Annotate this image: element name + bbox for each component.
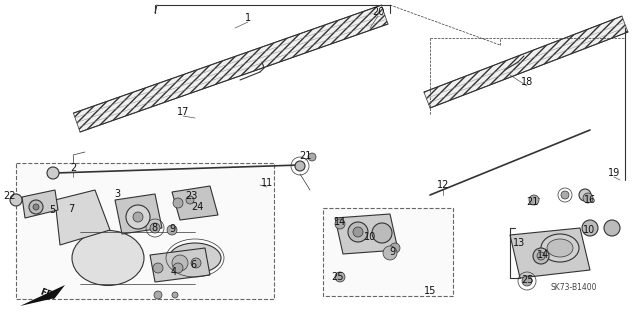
Circle shape — [529, 195, 539, 205]
Ellipse shape — [547, 239, 573, 257]
Circle shape — [173, 198, 183, 208]
Circle shape — [126, 205, 150, 229]
Polygon shape — [20, 285, 65, 306]
Text: SK73-B1400: SK73-B1400 — [551, 284, 597, 293]
Text: 24: 24 — [191, 202, 203, 212]
Text: 20: 20 — [372, 7, 384, 17]
Ellipse shape — [72, 231, 144, 286]
Text: 1: 1 — [245, 13, 251, 23]
Circle shape — [335, 219, 345, 229]
Text: 16: 16 — [584, 195, 596, 205]
Circle shape — [150, 223, 160, 233]
Circle shape — [153, 263, 163, 273]
Circle shape — [133, 212, 143, 222]
Text: 7: 7 — [68, 204, 74, 214]
Polygon shape — [335, 214, 398, 254]
Circle shape — [583, 193, 593, 203]
Polygon shape — [150, 248, 210, 282]
Text: 5: 5 — [49, 205, 55, 215]
Text: 21: 21 — [526, 197, 538, 207]
Polygon shape — [115, 194, 162, 234]
Circle shape — [308, 153, 316, 161]
Circle shape — [191, 258, 201, 268]
Text: 9: 9 — [169, 224, 175, 234]
Circle shape — [353, 227, 363, 237]
Text: 21: 21 — [299, 151, 311, 161]
Circle shape — [10, 194, 22, 206]
Text: 8: 8 — [151, 223, 157, 233]
Text: 19: 19 — [608, 168, 620, 178]
Text: 25: 25 — [331, 272, 343, 282]
Text: 12: 12 — [437, 180, 449, 190]
Circle shape — [348, 222, 368, 242]
Text: 14: 14 — [334, 217, 346, 227]
Text: 11: 11 — [261, 178, 273, 188]
Circle shape — [390, 243, 400, 253]
Text: 9: 9 — [389, 247, 395, 257]
Polygon shape — [74, 5, 388, 132]
Text: 10: 10 — [364, 232, 376, 242]
Circle shape — [172, 255, 188, 271]
Circle shape — [579, 189, 591, 201]
Circle shape — [372, 223, 392, 243]
Text: 14: 14 — [537, 250, 549, 260]
Circle shape — [582, 220, 598, 236]
Circle shape — [172, 292, 178, 298]
Ellipse shape — [169, 243, 221, 273]
Polygon shape — [55, 190, 110, 245]
Text: 17: 17 — [177, 107, 189, 117]
Text: 25: 25 — [521, 275, 533, 285]
Text: 2: 2 — [70, 163, 76, 173]
Polygon shape — [22, 190, 58, 218]
Circle shape — [173, 263, 183, 273]
Text: 13: 13 — [513, 238, 525, 248]
Text: 3: 3 — [114, 189, 120, 199]
Text: FR.: FR. — [38, 287, 58, 301]
Bar — [323, 208, 453, 296]
Circle shape — [561, 191, 569, 199]
Polygon shape — [510, 228, 590, 278]
Polygon shape — [172, 186, 218, 220]
Circle shape — [383, 246, 397, 260]
Text: 23: 23 — [185, 191, 197, 201]
Polygon shape — [424, 16, 628, 108]
Text: 15: 15 — [424, 286, 436, 296]
Circle shape — [295, 161, 305, 171]
Text: 10: 10 — [583, 225, 595, 235]
Bar — [16, 163, 274, 299]
Circle shape — [522, 276, 532, 286]
Text: 4: 4 — [171, 267, 177, 277]
Circle shape — [47, 167, 59, 179]
Circle shape — [33, 204, 39, 210]
Text: 6: 6 — [190, 260, 196, 270]
Circle shape — [533, 248, 549, 264]
Circle shape — [186, 196, 194, 204]
Text: 22: 22 — [4, 191, 16, 201]
Circle shape — [167, 225, 177, 235]
Circle shape — [335, 272, 345, 282]
Text: 18: 18 — [521, 77, 533, 87]
Ellipse shape — [541, 234, 579, 262]
Circle shape — [537, 252, 545, 260]
Circle shape — [29, 200, 43, 214]
Circle shape — [154, 291, 162, 299]
Circle shape — [604, 220, 620, 236]
